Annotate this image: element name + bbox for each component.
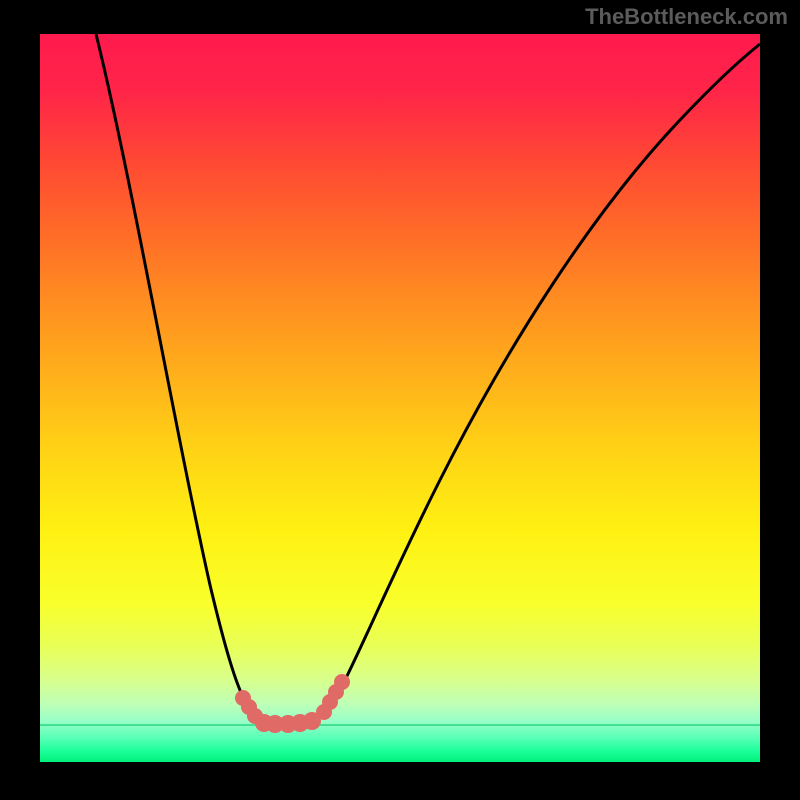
plot-background xyxy=(40,34,760,762)
bottleneck-chart: TheBottleneck.com xyxy=(0,0,800,800)
watermark-label: TheBottleneck.com xyxy=(585,4,788,29)
trough-marker xyxy=(334,674,350,690)
